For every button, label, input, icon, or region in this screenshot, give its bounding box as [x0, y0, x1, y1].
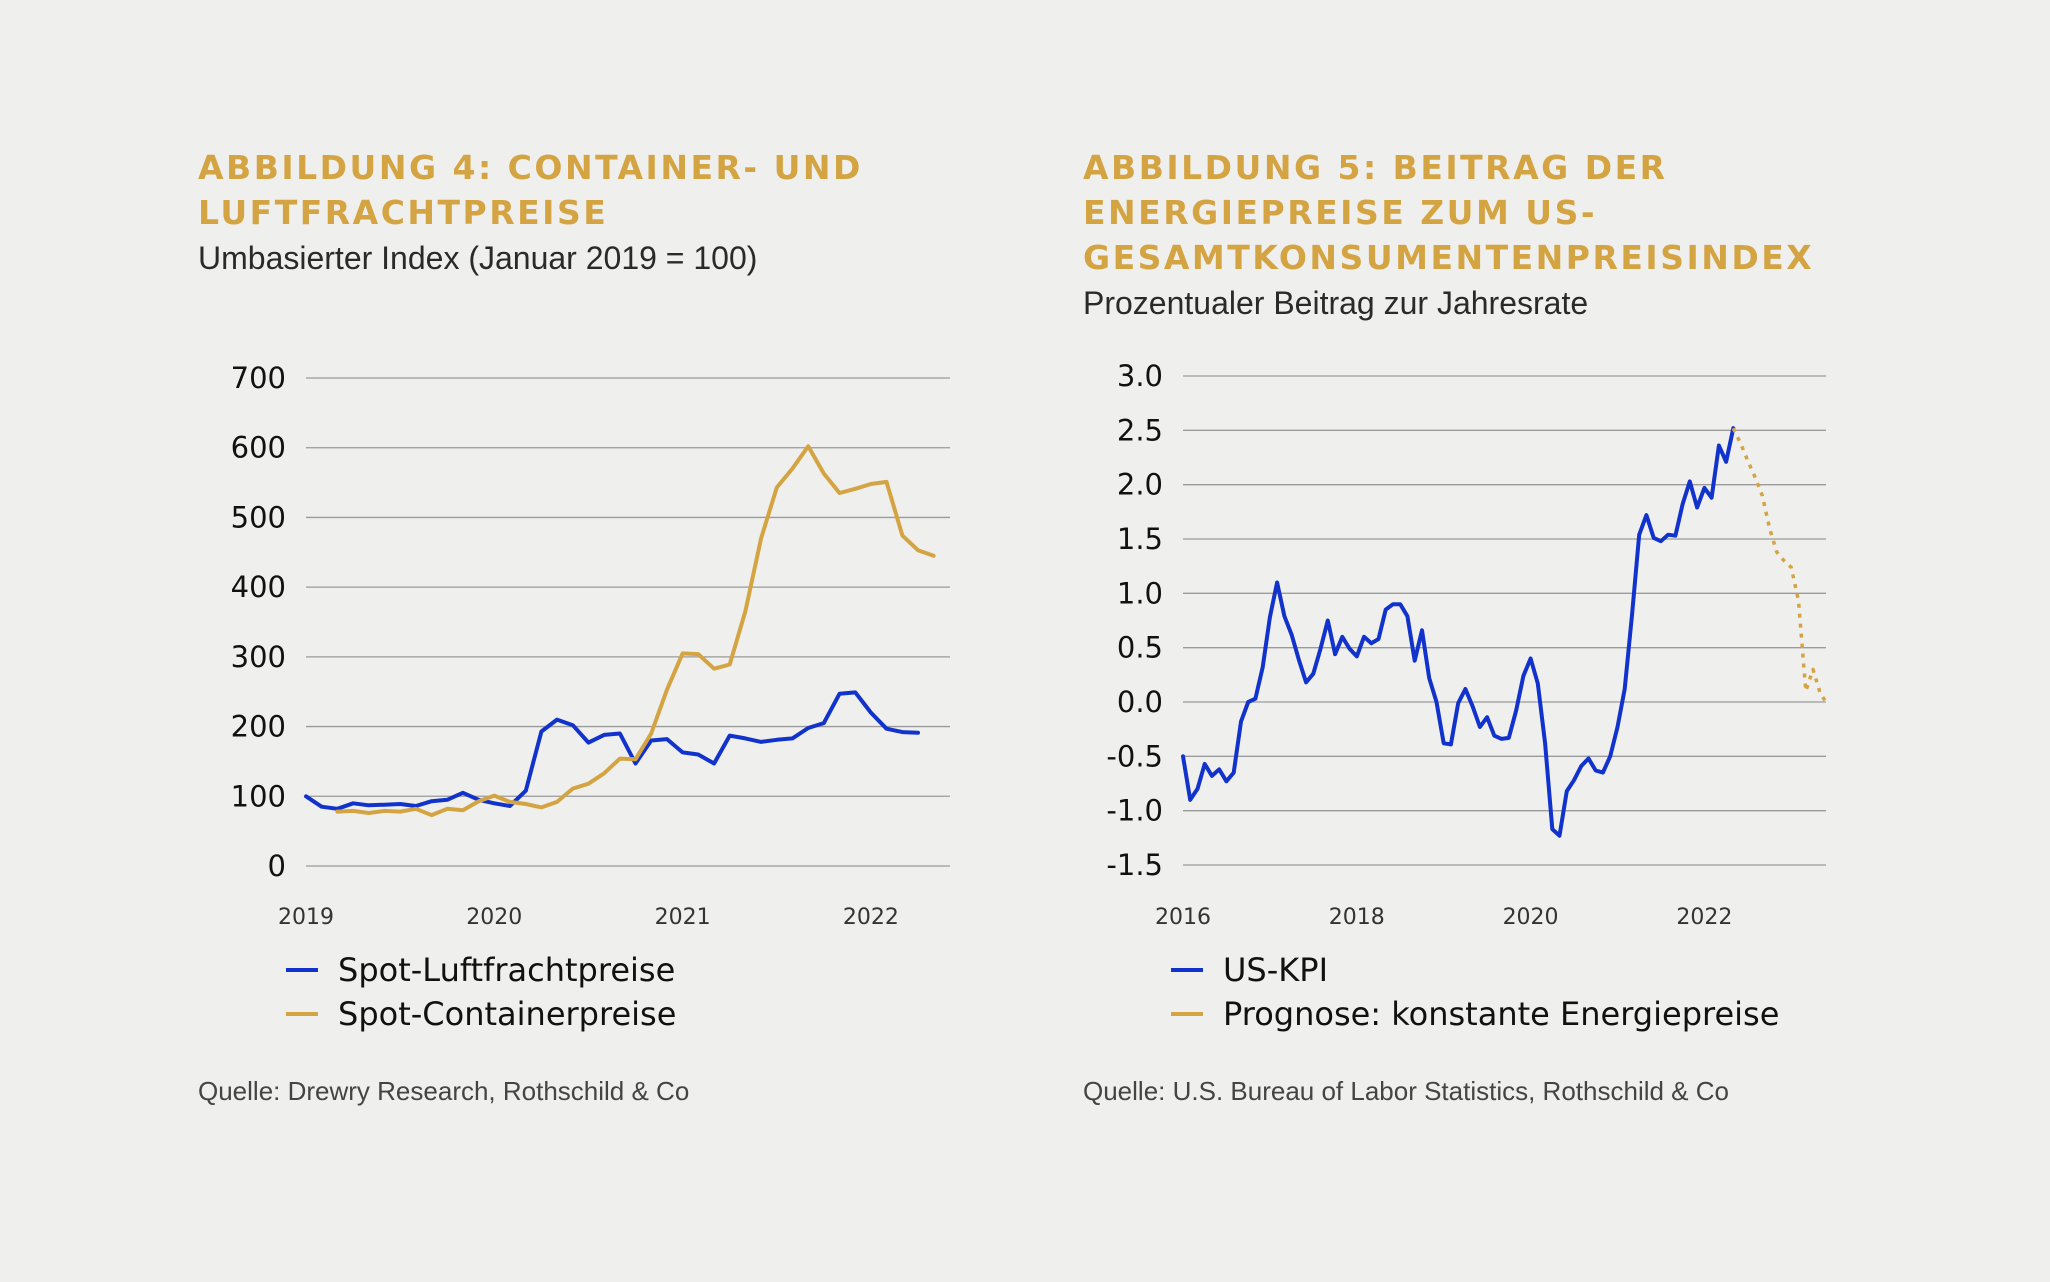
figure-5: ABBILDUNG 5: BEITRAG DER ENERGIEPREISE Z… [1083, 0, 1983, 1282]
y-tick-label: 500 [231, 500, 286, 534]
y-tick-label: 3.0 [1117, 359, 1163, 393]
legend-item: Spot-Luftfrachtpreise [286, 948, 676, 992]
legend-item: US-KPI [1171, 948, 1779, 992]
y-tick-label: 200 [231, 710, 286, 744]
legend-item: Prognose: konstante Energiepreise [1171, 992, 1779, 1036]
series-line [1181, 426, 1736, 838]
source-note: Quelle: Drewry Research, Rothschild & Co [198, 1076, 690, 1106]
y-tick-label: 0 [268, 849, 286, 883]
x-tick-label: 2022 [1676, 905, 1732, 930]
gridlines [1183, 375, 1826, 866]
legend-item: Spot-Containerpreise [286, 992, 676, 1036]
y-tick-label: 700 [231, 361, 286, 395]
legend-label: Spot-Luftfrachtpreise [338, 951, 676, 989]
legend-swatch-blue [286, 968, 318, 972]
series-line [304, 690, 920, 811]
line-chart: 3.0 2.5 2.0 1.5 1.0 0.5 0.0 -0.5 -1.0 -1.5 2016 201… [1106, 359, 1828, 930]
legend-label: Spot-Containerpreise [338, 995, 677, 1033]
legend-label: Prognose: konstante Energiepreise [1223, 995, 1780, 1033]
y-tick-label: 600 [231, 431, 286, 465]
line-chart: 700 600 500 400 300 200 100 0 2019 2020 2021 2022 [231, 361, 950, 930]
series-line [335, 444, 936, 818]
x-tick-label: 2016 [1155, 905, 1211, 930]
figure-subtitle: Umbasierter Index (Januar 2019 = 100) [198, 240, 758, 276]
figure-title: ABBILDUNG 4: CONTAINER- UND LUFTFRACHTPR… [198, 148, 863, 232]
source-note: Quelle: U.S. Bureau of Labor Statistics,… [1083, 1076, 1729, 1106]
x-tick-label: 2021 [655, 905, 711, 930]
figure-subtitle: Prozentualer Beitrag zur Jahresrate [1083, 285, 1589, 321]
x-tick-label: 2020 [466, 905, 522, 930]
y-tick-label: 0.5 [1117, 631, 1163, 665]
legend-label: US-KPI [1223, 951, 1328, 989]
y-tick-label: 1.5 [1117, 522, 1163, 556]
legend-swatch-blue [1171, 968, 1203, 972]
y-tick-label: 2.0 [1117, 468, 1163, 502]
series-line [1731, 427, 1828, 703]
y-tick-label: -1.0 [1106, 794, 1163, 828]
legend-swatch-gold [1171, 1012, 1203, 1016]
legend-swatch-gold [286, 1012, 318, 1016]
x-tick-label: 2018 [1329, 905, 1385, 930]
y-tick-label: 300 [231, 640, 286, 674]
x-tick-label: 2022 [843, 905, 899, 930]
figure-4: ABBILDUNG 4: CONTAINER- UND LUFTFRACHTPR… [198, 0, 1098, 1282]
legend: US-KPI Prognose: konstante Energiepreise [1171, 948, 1779, 1036]
y-tick-label: 400 [231, 570, 286, 604]
figure-title: ABBILDUNG 5: BEITRAG DER ENERGIEPREISE Z… [1083, 148, 1815, 277]
y-tick-label: 100 [231, 779, 286, 813]
y-tick-label: 0.0 [1117, 685, 1163, 719]
y-tick-label: -1.5 [1106, 848, 1163, 882]
legend: Spot-Luftfrachtpreise Spot-Containerprei… [286, 948, 676, 1036]
y-tick-label: 1.0 [1117, 576, 1163, 610]
y-tick-label: -0.5 [1106, 739, 1163, 773]
gridlines [306, 377, 950, 867]
y-tick-label: 2.5 [1117, 413, 1163, 447]
x-tick-label: 2020 [1503, 905, 1559, 930]
x-tick-label: 2019 [278, 905, 334, 930]
